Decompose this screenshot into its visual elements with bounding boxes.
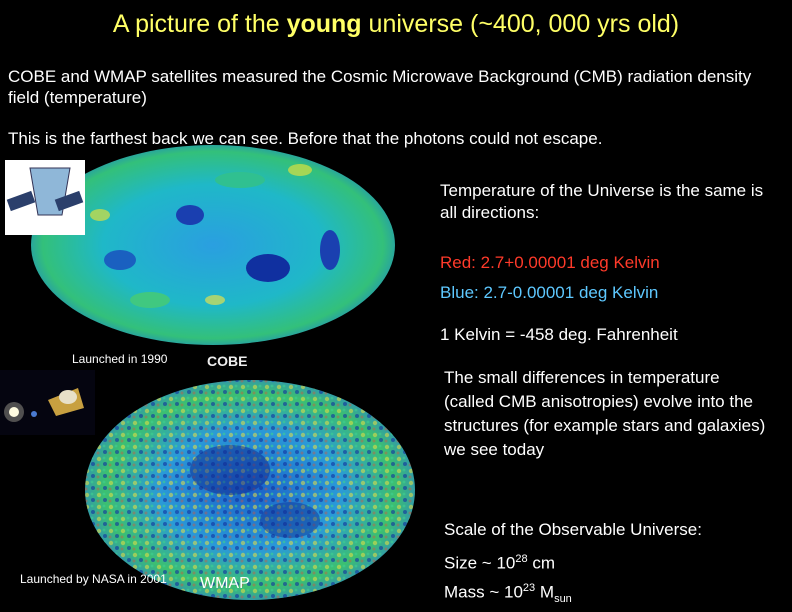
- cobe-satellite: [5, 160, 85, 235]
- note: 1 Kelvin = -458 deg. Fahrenheit: [440, 325, 678, 344]
- scale-text: Mass ~ 10: [444, 582, 523, 602]
- title-text: universe (~400, 000 yrs old): [368, 10, 680, 38]
- exponent: 28: [515, 553, 528, 565]
- wmap-map: [85, 380, 415, 600]
- caption-logo: COBE: [207, 353, 248, 369]
- intro-text: This is the farthest back we can see. Be…: [8, 129, 603, 148]
- note-red: Red: 2.7+0.00001 deg Kelvin: [440, 253, 660, 272]
- caption: Launched in 1990: [72, 352, 168, 366]
- unit: M: [539, 582, 555, 602]
- intro-text: COBE and WMAP satellites measured the Co…: [8, 67, 752, 107]
- scale-mass: Mass ~ 1023 Msun: [444, 576, 779, 611]
- note: Temperature of the Universe is the same …: [440, 181, 764, 222]
- title-text: A picture of the: [112, 10, 280, 38]
- title-emphasis: young: [286, 10, 362, 38]
- scale-heading: Scale of the Observable Universe:: [444, 520, 702, 539]
- scale-text: Size ~ 10: [444, 553, 516, 573]
- unit: cm: [532, 553, 556, 573]
- note: The small differences in temperature (ca…: [444, 368, 766, 459]
- subscript: sun: [554, 593, 572, 606]
- title: A picture of the young universe (~400, 0…: [0, 10, 792, 39]
- caption: Launched by NASA in 2001: [20, 572, 167, 586]
- cobe-map: [31, 145, 395, 345]
- note-blue: Blue: 2.7-0.00001 deg Kelvin: [440, 283, 659, 302]
- scale-size: Size ~ 1028 cm: [444, 547, 779, 576]
- wmap-satellite: [0, 370, 95, 435]
- caption-logo: WMAP: [200, 575, 250, 592]
- exponent: 23: [522, 582, 536, 594]
